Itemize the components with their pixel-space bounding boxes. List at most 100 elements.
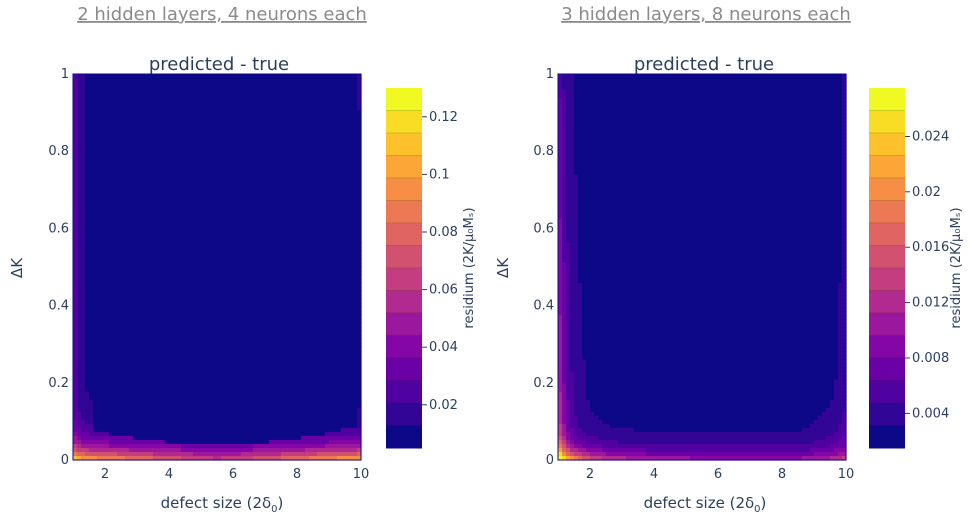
contour-cell	[189, 311, 194, 316]
contour-cell	[237, 114, 242, 119]
contour-cell	[213, 74, 218, 79]
contour-cell	[225, 202, 230, 208]
contour-cell	[221, 343, 226, 349]
contour-cell	[169, 254, 174, 260]
contour-cell	[181, 327, 186, 332]
contour-cell	[201, 275, 206, 280]
contour-cell	[269, 214, 274, 220]
contour-cell	[93, 367, 98, 373]
contour-cell	[169, 323, 174, 328]
contour-cell	[89, 198, 94, 204]
contour-cell	[269, 295, 274, 300]
contour-cell	[97, 411, 102, 417]
contour-cell	[253, 262, 258, 268]
contour-cell	[161, 210, 166, 216]
contour-cell	[185, 407, 190, 413]
contour-cell	[81, 174, 86, 180]
contour-cell	[185, 222, 190, 228]
contour-cell	[141, 331, 146, 336]
contour-cell	[101, 262, 106, 268]
contour-cell	[209, 206, 214, 212]
contour-cell	[217, 287, 222, 292]
contour-cell	[85, 331, 90, 336]
contour-cell	[141, 423, 146, 429]
contour-cell	[169, 399, 174, 405]
contour-cell	[105, 315, 110, 320]
contour-cell	[145, 383, 150, 389]
contour-cell	[141, 299, 146, 304]
contour-cell	[189, 174, 194, 180]
contour-cell	[273, 218, 278, 224]
contour-cell	[185, 271, 190, 276]
contour-cell	[221, 130, 226, 135]
contour-cell	[241, 106, 246, 111]
contour-cell	[229, 335, 234, 340]
contour-cell	[73, 154, 78, 160]
contour-cell	[161, 122, 166, 127]
contour-cell	[269, 311, 274, 316]
contour-cell	[93, 102, 98, 107]
contour-cell	[277, 226, 282, 232]
contour-cell	[209, 327, 214, 332]
contour-cell	[93, 271, 98, 276]
contour-cell	[213, 383, 218, 389]
contour-cell	[165, 303, 170, 308]
contour-cell	[149, 158, 154, 164]
contour-cell	[157, 299, 162, 304]
contour-cell	[121, 186, 126, 192]
contour-cell	[137, 363, 142, 369]
contour-cell	[253, 130, 258, 135]
contour-cell	[241, 443, 246, 449]
contour-cell	[97, 291, 102, 296]
contour-cell	[145, 102, 150, 107]
contour-cell	[101, 186, 106, 192]
contour-cell	[133, 299, 138, 304]
contour-cell	[149, 106, 154, 111]
contour-cell	[81, 371, 86, 377]
contour-cell	[185, 439, 190, 445]
contour-cell	[165, 142, 170, 147]
contour-cell	[249, 291, 254, 296]
contour-cell	[213, 307, 218, 312]
contour-cell	[101, 110, 106, 115]
contour-cell	[273, 283, 278, 288]
contour-cell	[73, 218, 78, 224]
contour-cell	[253, 311, 258, 316]
contour-cell	[209, 174, 214, 180]
contour-cell	[189, 182, 194, 188]
contour-cell	[181, 230, 186, 236]
contour-cell	[165, 315, 170, 320]
contour-cell	[165, 98, 170, 103]
contour-cell	[189, 94, 194, 99]
contour-cell	[81, 419, 86, 425]
contour-cell	[229, 323, 234, 328]
contour-cell	[201, 142, 206, 147]
contour-cell	[149, 307, 154, 312]
contour-cell	[149, 194, 154, 200]
contour-cell	[269, 90, 274, 95]
contour-cell	[189, 335, 194, 340]
contour-cell	[165, 387, 170, 393]
contour-cell	[173, 399, 178, 405]
contour-cell	[161, 110, 166, 115]
contour-cell	[133, 455, 138, 461]
contour-cell	[237, 194, 242, 200]
contour-cell	[77, 323, 82, 328]
contour-cell	[109, 134, 114, 139]
contour-cell	[97, 299, 102, 304]
contour-cell	[173, 182, 178, 188]
contour-cell	[213, 78, 218, 83]
contour-cell	[237, 222, 242, 228]
contour-cell	[265, 335, 270, 340]
contour-cell	[165, 234, 170, 240]
contour-cell	[201, 295, 206, 300]
contour-cell	[85, 359, 90, 365]
contour-cell	[109, 162, 114, 168]
contour-cell	[213, 291, 218, 296]
contour-cell	[237, 371, 242, 377]
contour-cell	[165, 343, 170, 349]
contour-cell	[197, 186, 202, 192]
contour-cell	[241, 154, 246, 160]
contour-cell	[173, 327, 178, 332]
contour-cell	[209, 331, 214, 336]
